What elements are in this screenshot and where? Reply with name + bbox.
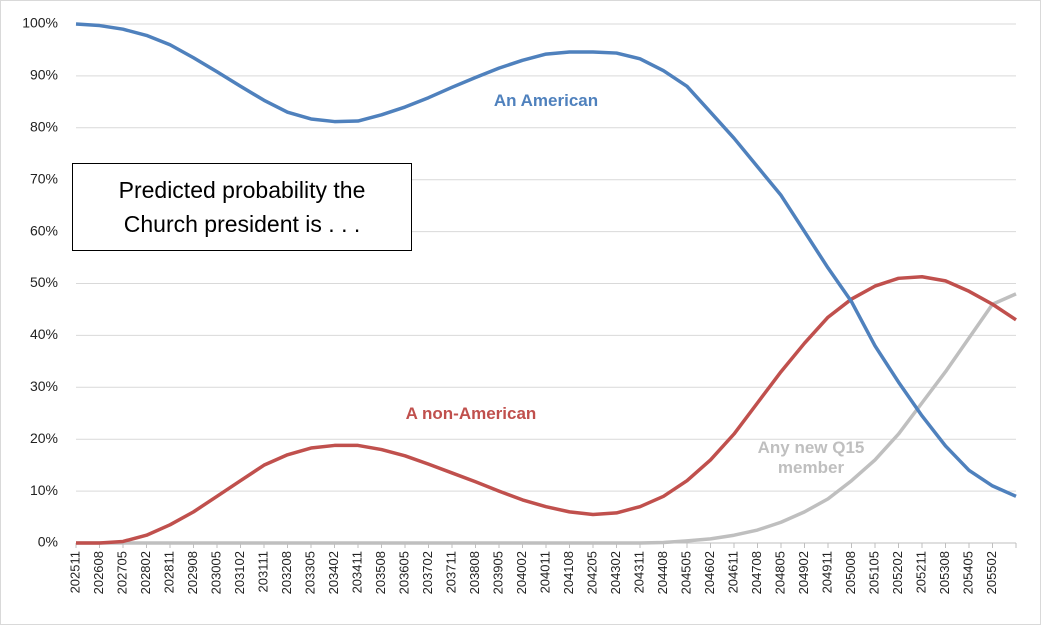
x-tick-label: 203508 <box>373 551 388 594</box>
x-tick-label: 203605 <box>396 551 411 594</box>
x-tick-label: 202908 <box>185 551 200 594</box>
x-tick-label: 204911 <box>819 551 834 593</box>
x-tick-label: 204805 <box>772 551 787 594</box>
x-tick-label: 202511 <box>67 551 82 593</box>
x-tick-label: 204311 <box>631 551 646 593</box>
x-tick-label: 203005 <box>208 551 223 594</box>
x-tick-label: 202811 <box>161 551 176 593</box>
series-label: A non-American <box>405 404 537 423</box>
x-tick-label: 203905 <box>490 551 505 594</box>
x-tick-label: 204108 <box>561 551 576 594</box>
x-tick-label: 204002 <box>514 551 529 594</box>
y-tick-label: 70% <box>30 170 58 186</box>
x-tick-label: 203305 <box>302 551 317 594</box>
series-line <box>76 292 1017 545</box>
x-tick-label: 203702 <box>420 551 435 594</box>
y-tick-label: 100% <box>22 15 58 31</box>
x-tick-label: 204408 <box>655 551 670 594</box>
x-tick-label: 202705 <box>114 551 129 594</box>
x-tick-label: 204602 <box>702 551 717 594</box>
x-tick-label: 203711 <box>443 551 458 593</box>
y-tick-label: 50% <box>30 274 58 290</box>
y-tick-label: 30% <box>30 378 58 394</box>
series-line <box>76 275 1017 545</box>
x-tick-label: 203411 <box>349 551 364 593</box>
y-tick-label: 20% <box>30 430 58 446</box>
x-tick-label: 205211 <box>913 551 928 593</box>
x-tick-label: 205405 <box>960 551 975 594</box>
x-tick-label: 203208 <box>279 551 294 594</box>
y-tick-label: 80% <box>30 119 58 135</box>
x-tick-label: 205008 <box>843 551 858 594</box>
x-tick-label: 205308 <box>937 551 952 594</box>
y-tick-label: 90% <box>30 67 58 83</box>
x-tick-label: 204011 <box>537 551 552 593</box>
x-tick-label: 205502 <box>984 551 999 594</box>
x-tick-label: 204708 <box>749 551 764 594</box>
x-tick-label: 205202 <box>890 551 905 594</box>
x-tick-label: 203111 <box>255 551 270 592</box>
y-tick-label: 10% <box>30 482 58 498</box>
x-tick-label: 204505 <box>678 551 693 594</box>
y-tick-label: 0% <box>38 534 58 550</box>
series-label: Any new Q15 member <box>757 438 865 477</box>
x-tick-label: 203102 <box>232 551 247 594</box>
x-tick-label: 203402 <box>326 551 341 594</box>
x-tick-label: 204902 <box>796 551 811 594</box>
x-tick-label: 204302 <box>608 551 623 594</box>
x-tick-label: 202802 <box>138 551 153 594</box>
series-label: An American <box>493 91 599 110</box>
chart-title: Predicted probability the Church preside… <box>72 163 412 251</box>
x-tick-label: 204611 <box>725 551 740 593</box>
series-line <box>75 22 1017 498</box>
x-tick-label: 203808 <box>467 551 482 594</box>
x-tick-label: 202608 <box>91 551 106 594</box>
y-tick-label: 40% <box>30 326 58 342</box>
x-tick-label: 205105 <box>866 551 881 594</box>
y-tick-label: 60% <box>30 222 58 238</box>
x-tick-label: 204205 <box>584 551 599 594</box>
